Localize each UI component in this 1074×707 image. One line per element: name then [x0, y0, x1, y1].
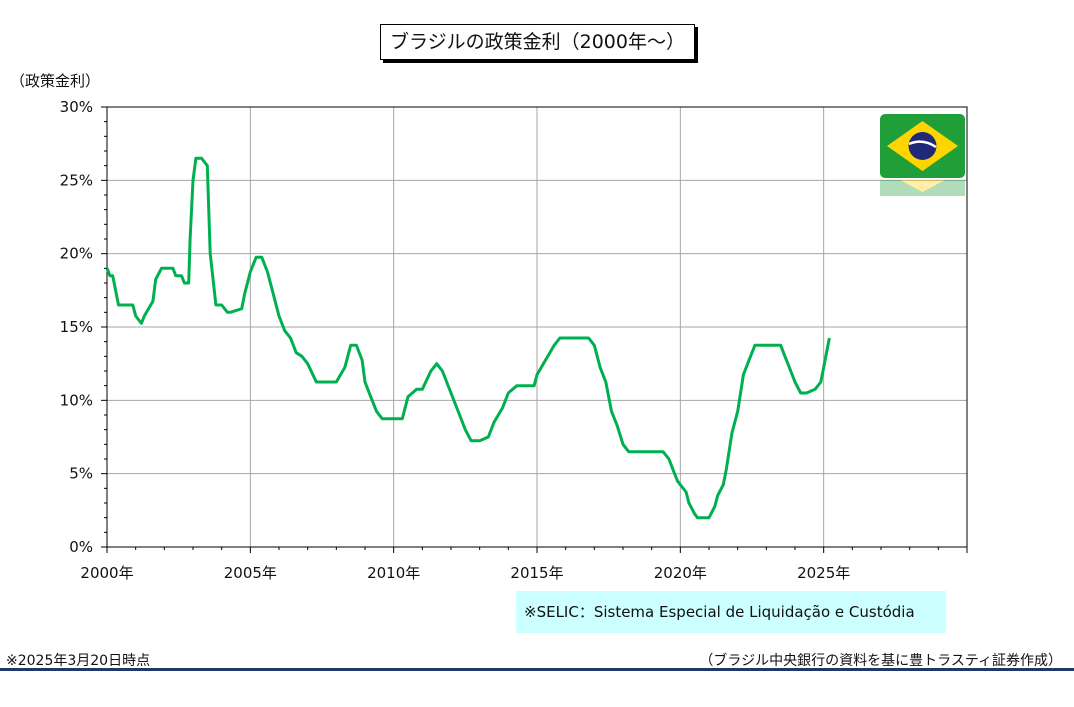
y-tick-label: 0% [69, 538, 93, 556]
y-tick-label: 20% [60, 245, 93, 263]
selic-rate-line [105, 156, 831, 520]
grid [107, 106, 967, 548]
y-tick-label: 10% [60, 391, 93, 409]
brazil-flag-icon [880, 114, 965, 178]
chart-title: ブラジルの政策金利（2000年～） [380, 24, 695, 60]
x-tick-label: 2000年 [80, 564, 133, 582]
y-tick-label: 30% [60, 98, 93, 116]
x-tick-label: 2015年 [510, 564, 563, 582]
x-tick-labels: 2000年 2005年 2010年 2015年 2020年 2025年 [80, 564, 850, 582]
y-axis-title: （政策金利） [10, 72, 101, 90]
y-tick-label: 15% [60, 318, 93, 336]
x-tick-label: 2025年 [797, 564, 850, 582]
as-of-date-note: ※2025年3月20日時点 [6, 653, 151, 669]
x-tick-label: 2020年 [654, 564, 707, 582]
source-note: （ブラジル中央銀行の資料を基に豊トラスティ証券作成） [699, 653, 1062, 669]
y-tick-label: 5% [69, 465, 93, 483]
y-tick-labels: 0% 5% 10% 15% 20% 25% 30% [60, 98, 93, 556]
minor-ticks [101, 106, 968, 553]
x-tick-label: 2005年 [224, 564, 277, 582]
footer-rule [0, 668, 1074, 671]
x-tick-label: 2010年 [367, 564, 420, 582]
y-tick-label: 25% [60, 171, 93, 189]
selic-note: ※SELIC：Sistema Especial de Liquidação e … [516, 591, 946, 633]
flag-reflection [880, 180, 965, 196]
